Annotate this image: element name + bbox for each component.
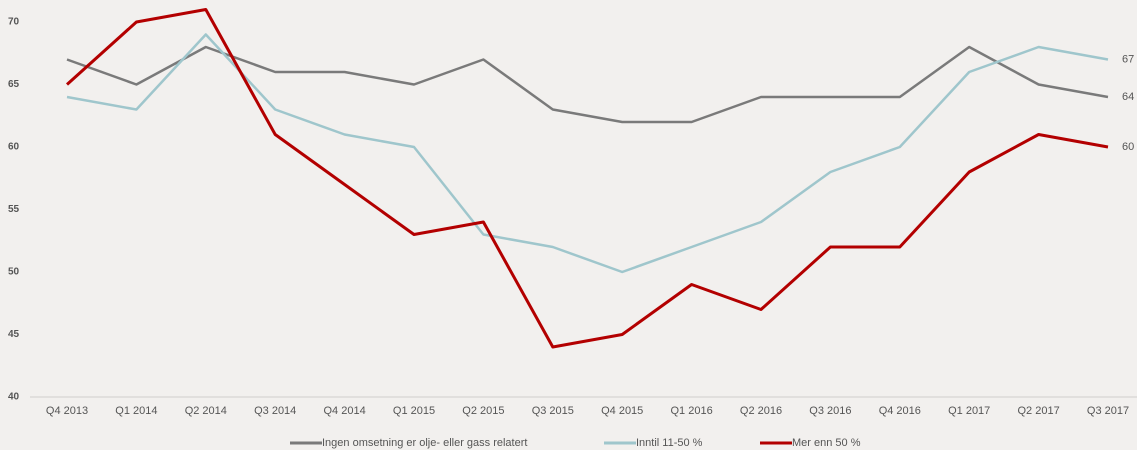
- legend-label: Mer enn 50 %: [792, 437, 861, 449]
- x-tick-label: Q1 2017: [948, 405, 990, 417]
- x-tick-label: Q1 2016: [670, 405, 712, 417]
- y-tick-label: 45: [8, 329, 20, 340]
- end-value-label: 64: [1122, 91, 1134, 103]
- x-tick-label: Q4 2015: [601, 405, 643, 417]
- y-tick-label: 55: [8, 204, 20, 215]
- x-tick-label: Q4 2016: [879, 405, 921, 417]
- y-tick-label: 50: [8, 267, 20, 278]
- x-tick-label: Q2 2015: [462, 405, 504, 417]
- x-tick-label: Q3 2017: [1087, 405, 1129, 417]
- y-tick-label: 60: [8, 142, 20, 153]
- x-tick-label: Q2 2017: [1017, 405, 1059, 417]
- y-tick-label: 70: [8, 17, 20, 28]
- series-line: [65, 8, 1109, 349]
- x-tick-label: Q4 2013: [46, 405, 88, 417]
- legend-label: Ingen omsetning er olje- eller gass rela…: [322, 437, 527, 449]
- x-tick-label: Q2 2016: [740, 405, 782, 417]
- x-tick-label: Q1 2015: [393, 405, 435, 417]
- series-line: [66, 45, 1109, 124]
- x-tick-label: Q3 2015: [532, 405, 574, 417]
- y-tick-label: 65: [8, 79, 20, 90]
- end-value-label: 60: [1122, 141, 1134, 153]
- x-tick-label: Q3 2016: [809, 405, 851, 417]
- series-line: [66, 33, 1109, 274]
- x-tick-label: Q2 2014: [185, 405, 227, 417]
- x-tick-label: Q3 2014: [254, 405, 296, 417]
- x-tick-label: Q1 2014: [115, 405, 157, 417]
- x-tick-label: Q4 2014: [323, 405, 365, 417]
- end-value-label: 67: [1122, 53, 1134, 65]
- y-tick-label: 40: [8, 392, 20, 403]
- legend-label: Inntil 11-50 %: [636, 437, 703, 449]
